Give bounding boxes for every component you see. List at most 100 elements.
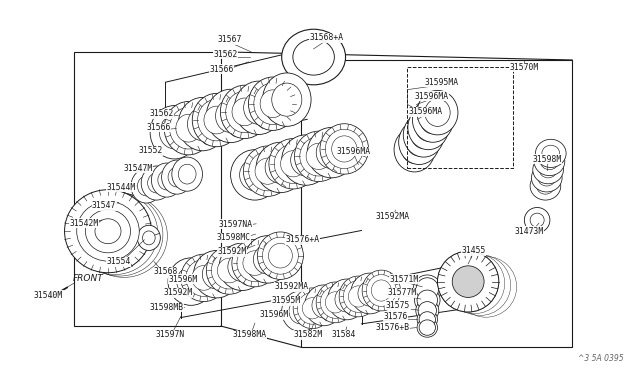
Ellipse shape: [394, 128, 435, 172]
Ellipse shape: [540, 161, 557, 178]
Ellipse shape: [244, 91, 274, 124]
Ellipse shape: [193, 250, 239, 298]
Text: 31547M: 31547M: [124, 164, 152, 173]
Text: 31544M: 31544M: [106, 183, 136, 192]
Ellipse shape: [417, 90, 458, 135]
Ellipse shape: [541, 153, 558, 170]
Ellipse shape: [282, 291, 320, 332]
Text: 31570M: 31570M: [509, 63, 539, 72]
Ellipse shape: [282, 29, 346, 85]
Text: 31597N: 31597N: [156, 330, 184, 340]
Ellipse shape: [438, 251, 499, 312]
Text: 31575: 31575: [386, 301, 410, 310]
Text: 31598MC: 31598MC: [217, 233, 251, 243]
Ellipse shape: [408, 105, 449, 150]
Ellipse shape: [253, 245, 282, 274]
Ellipse shape: [536, 178, 554, 194]
Ellipse shape: [138, 225, 161, 250]
Ellipse shape: [419, 320, 435, 335]
Ellipse shape: [232, 98, 257, 126]
Text: 31562: 31562: [149, 109, 174, 118]
Ellipse shape: [248, 77, 297, 131]
Ellipse shape: [416, 278, 438, 300]
Ellipse shape: [344, 280, 373, 312]
Ellipse shape: [275, 144, 312, 183]
Ellipse shape: [332, 136, 357, 162]
Ellipse shape: [148, 173, 165, 193]
Ellipse shape: [211, 252, 247, 289]
Ellipse shape: [256, 142, 305, 193]
Ellipse shape: [402, 136, 427, 163]
FancyBboxPatch shape: [301, 60, 572, 347]
Text: 31576+A: 31576+A: [285, 235, 320, 244]
Ellipse shape: [260, 90, 285, 118]
Text: 31562: 31562: [213, 50, 237, 59]
Ellipse shape: [95, 219, 121, 244]
Ellipse shape: [419, 312, 435, 327]
Ellipse shape: [420, 106, 445, 134]
Ellipse shape: [530, 213, 544, 227]
Ellipse shape: [325, 292, 346, 313]
Text: 31571M: 31571M: [390, 275, 419, 284]
Ellipse shape: [255, 158, 280, 184]
Ellipse shape: [532, 155, 563, 184]
Ellipse shape: [218, 258, 241, 283]
Ellipse shape: [307, 128, 356, 178]
Ellipse shape: [254, 83, 292, 125]
Ellipse shape: [302, 298, 323, 319]
Ellipse shape: [294, 131, 343, 182]
Ellipse shape: [413, 275, 442, 303]
Ellipse shape: [216, 99, 246, 132]
Ellipse shape: [232, 239, 278, 287]
Ellipse shape: [348, 286, 368, 307]
Text: 31577M: 31577M: [387, 288, 417, 297]
Text: 31576+B: 31576+B: [376, 323, 410, 332]
Ellipse shape: [272, 83, 302, 116]
Ellipse shape: [417, 310, 438, 329]
Text: 31592M: 31592M: [217, 247, 246, 256]
Ellipse shape: [234, 81, 283, 135]
Ellipse shape: [152, 163, 182, 197]
Ellipse shape: [415, 288, 440, 313]
Ellipse shape: [293, 288, 332, 329]
Ellipse shape: [131, 169, 162, 203]
Ellipse shape: [162, 160, 192, 194]
Text: FRONT: FRONT: [73, 275, 104, 283]
Ellipse shape: [204, 106, 229, 134]
Ellipse shape: [411, 121, 436, 149]
Ellipse shape: [534, 147, 564, 176]
Ellipse shape: [415, 114, 441, 141]
Ellipse shape: [257, 232, 303, 279]
Ellipse shape: [239, 159, 270, 191]
Ellipse shape: [524, 208, 550, 233]
Ellipse shape: [298, 292, 327, 324]
Text: 31547: 31547: [92, 201, 116, 210]
Ellipse shape: [399, 120, 440, 164]
Text: 31584: 31584: [332, 330, 356, 340]
Ellipse shape: [366, 275, 396, 307]
Ellipse shape: [170, 108, 207, 149]
Ellipse shape: [452, 266, 484, 298]
Ellipse shape: [143, 231, 155, 245]
Ellipse shape: [268, 243, 292, 268]
Text: 31596MA: 31596MA: [337, 147, 371, 156]
Text: 31598MB: 31598MB: [150, 303, 184, 312]
Text: 31552: 31552: [139, 146, 163, 155]
Ellipse shape: [328, 279, 366, 320]
Ellipse shape: [536, 139, 566, 167]
Ellipse shape: [335, 287, 358, 312]
Text: 31576: 31576: [383, 312, 408, 321]
Ellipse shape: [325, 129, 363, 169]
Ellipse shape: [312, 293, 336, 318]
Text: 31566: 31566: [147, 123, 171, 132]
Ellipse shape: [269, 138, 317, 189]
Ellipse shape: [168, 258, 214, 305]
Ellipse shape: [244, 235, 291, 283]
Ellipse shape: [177, 267, 205, 296]
Ellipse shape: [168, 167, 186, 187]
Ellipse shape: [403, 113, 444, 157]
Ellipse shape: [358, 281, 381, 306]
Ellipse shape: [159, 116, 189, 149]
Ellipse shape: [406, 128, 432, 156]
Ellipse shape: [172, 157, 202, 191]
